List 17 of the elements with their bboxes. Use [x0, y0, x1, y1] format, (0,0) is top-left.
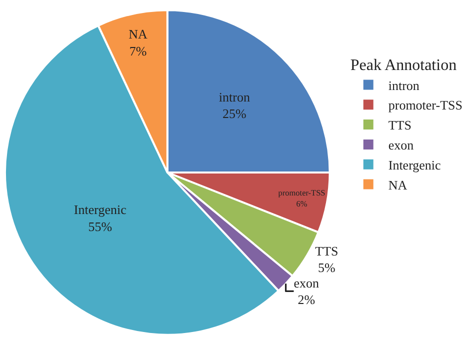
- data-label: 25%: [222, 106, 246, 122]
- slice-label: NA: [128, 26, 148, 42]
- slice-label: TTS: [315, 243, 338, 258]
- slice-label: intron: [218, 89, 250, 104]
- legend-title: Peak Annotation: [350, 56, 457, 74]
- data-label: 5%: [318, 260, 336, 276]
- legend-label: intron: [388, 78, 420, 93]
- legend-label: NA: [388, 177, 408, 192]
- legend-label: exon: [388, 138, 414, 153]
- data-label: 2%: [298, 292, 316, 308]
- data-label: 55%: [88, 219, 112, 234]
- legend-label: TTS: [388, 118, 412, 133]
- legend-label: Intergenic: [388, 157, 442, 172]
- slice-label: exon: [294, 275, 320, 290]
- slice-label: Intergenic: [74, 202, 127, 218]
- legend-label: promoter-TSS: [388, 98, 462, 113]
- data-label: 7%: [129, 43, 147, 58]
